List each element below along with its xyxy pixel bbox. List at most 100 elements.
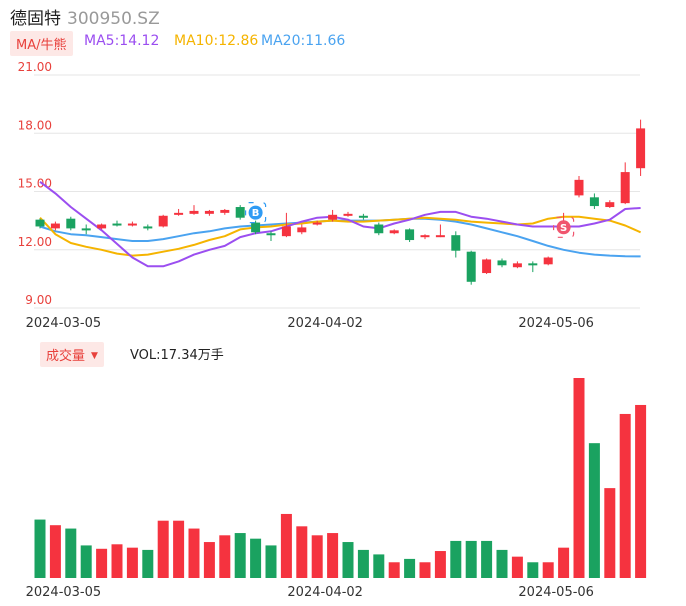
candle xyxy=(189,205,199,215)
candle-body xyxy=(143,226,153,229)
marker-label: S xyxy=(560,223,567,234)
candle xyxy=(543,256,553,266)
candle-body xyxy=(35,219,45,227)
marker-s: S xyxy=(552,216,575,238)
moving-average-lines xyxy=(39,181,642,268)
volume-x-tick-label: 2024-05-06 xyxy=(518,585,594,600)
volume-bar xyxy=(219,535,231,578)
candle-body xyxy=(328,214,338,220)
candle xyxy=(281,212,291,238)
volume-bar xyxy=(558,547,570,578)
y-tick-label: 18.00 xyxy=(18,118,52,132)
volume-bar xyxy=(619,413,631,578)
marker-dot xyxy=(248,205,263,220)
candle-body xyxy=(50,223,60,229)
volume-value: VOL:17.34万手 xyxy=(130,348,224,363)
candle xyxy=(374,222,384,236)
y-tick-label: 15.00 xyxy=(18,177,52,191)
volume-bar xyxy=(96,548,108,578)
ma20-value: MA20:11.66 xyxy=(261,33,346,49)
ma10-value: MA10:12.86 xyxy=(174,33,259,49)
candle-body xyxy=(358,215,368,218)
volume-bar xyxy=(496,549,508,578)
candle xyxy=(482,258,492,275)
volume-bar xyxy=(588,443,600,578)
candle xyxy=(512,261,522,269)
candle xyxy=(174,208,184,216)
volume-bar xyxy=(234,533,246,578)
marker-dot xyxy=(556,220,571,235)
candle xyxy=(143,224,153,231)
candle xyxy=(81,224,91,235)
volume-bar xyxy=(80,545,92,578)
volume-bar xyxy=(296,526,308,578)
candle-body xyxy=(251,222,261,233)
candle xyxy=(158,214,168,228)
candle-body xyxy=(312,222,322,225)
volume-bar xyxy=(450,540,462,578)
volume-bar xyxy=(542,562,554,578)
candle-body xyxy=(158,215,168,227)
volume-bar xyxy=(419,562,431,578)
stock-name: 德固特 xyxy=(10,9,61,29)
candle-body xyxy=(297,227,307,233)
candle xyxy=(112,220,122,227)
volume-bar xyxy=(49,525,61,578)
price-x-axis: 2024-03-05 2024-04-02 2024-05-06 xyxy=(26,316,594,331)
candle-body xyxy=(497,260,507,266)
candle-body xyxy=(281,226,291,237)
volume-bar xyxy=(142,549,154,578)
candle xyxy=(435,224,445,238)
candle xyxy=(220,208,230,215)
x-tick-label: 2024-04-02 xyxy=(287,316,363,331)
price-y-axis: 21.00 18.00 15.00 12.00 9.00 xyxy=(18,60,52,307)
volume-bar xyxy=(173,520,185,578)
volume-x-axis: 2024-03-05 2024-04-02 2024-05-06 xyxy=(26,585,594,600)
x-tick-label: 2024-03-05 xyxy=(26,316,102,331)
candle-body xyxy=(189,210,199,214)
candle-body xyxy=(204,210,214,214)
volume-bar xyxy=(373,554,385,578)
volume-bar xyxy=(342,542,354,578)
candle-body xyxy=(589,197,599,207)
volume-bar xyxy=(465,540,477,578)
marker-b: B xyxy=(245,202,267,224)
volume-toggle-button[interactable]: 成交量 ▼ xyxy=(40,342,104,367)
volume-bar xyxy=(65,528,77,578)
candle-body xyxy=(405,229,415,241)
candle-body xyxy=(512,263,522,268)
x-tick-label: 2024-05-06 xyxy=(518,316,594,331)
ma-toggle-button[interactable]: MA/牛熊 xyxy=(10,31,73,56)
volume-bar xyxy=(604,488,616,578)
price-grid xyxy=(34,74,640,309)
candle-body xyxy=(389,230,399,234)
y-tick-label: 9.00 xyxy=(25,293,52,307)
volume-toggle-label: 成交量 xyxy=(46,349,86,364)
volume-bar xyxy=(327,533,339,578)
volume-bar xyxy=(111,544,123,578)
candle xyxy=(574,175,584,198)
volume-chart[interactable]: 2024-03-05 2024-04-02 2024-05-06 xyxy=(0,360,686,606)
candle-body xyxy=(97,224,107,229)
volume-bar xyxy=(357,549,369,578)
candle-body xyxy=(266,233,276,236)
candle-body xyxy=(543,257,553,265)
marker-label: B xyxy=(252,208,260,219)
candle-body xyxy=(127,223,137,226)
volume-x-tick-label: 2024-03-05 xyxy=(26,585,102,600)
candle-body xyxy=(374,224,384,234)
volume-bar xyxy=(188,528,200,578)
candle xyxy=(235,205,245,220)
candle xyxy=(358,213,368,220)
ma10-line xyxy=(39,215,642,257)
candle xyxy=(297,224,307,235)
candle xyxy=(343,211,353,217)
marker-frame xyxy=(552,216,575,238)
ma5-value: MA5:14.12 xyxy=(84,33,160,49)
volume-bar xyxy=(203,542,215,578)
candle-body xyxy=(81,228,91,231)
volume-bar xyxy=(388,562,400,578)
candle-body xyxy=(220,209,230,213)
candles xyxy=(35,119,646,285)
